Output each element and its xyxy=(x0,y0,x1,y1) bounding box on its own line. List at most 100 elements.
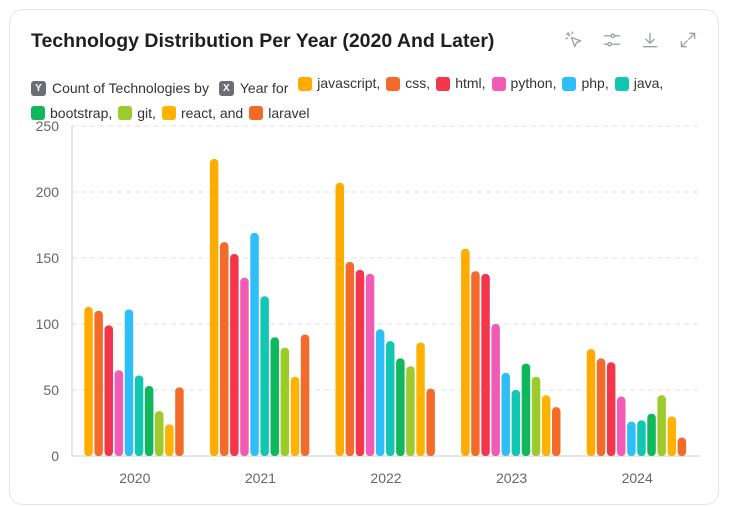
bar-javascript-2023[interactable] xyxy=(461,248,470,456)
bar-laravel-2022[interactable] xyxy=(426,388,435,456)
legend-y-entry: Y Count of Technologies by xyxy=(31,76,209,101)
bar-python-2024[interactable] xyxy=(617,396,626,456)
y-tick-label: 150 xyxy=(36,250,60,266)
bar-html-2023[interactable] xyxy=(481,273,490,456)
legend-swatch xyxy=(614,76,629,91)
bar-php-2022[interactable] xyxy=(375,329,385,456)
bar-java-2022[interactable] xyxy=(386,341,395,456)
legend-swatch xyxy=(491,76,506,91)
x-tick-label: 2023 xyxy=(496,470,527,486)
bar-php-2021[interactable] xyxy=(250,232,259,456)
bar-html-2022[interactable] xyxy=(355,269,365,456)
bar-bootstrap-2023[interactable] xyxy=(521,363,531,456)
y-tick-label: 0 xyxy=(51,448,59,464)
legend-entry[interactable]: javascript, xyxy=(298,71,380,96)
bar-php-2024[interactable] xyxy=(627,421,636,456)
legend-entry[interactable]: html, xyxy=(436,71,486,96)
settings-sliders-icon[interactable] xyxy=(600,28,624,52)
legend-entry[interactable]: react, and xyxy=(161,101,244,126)
legend-swatch xyxy=(436,76,451,91)
bar-bootstrap-2024[interactable] xyxy=(647,413,656,456)
expand-icon[interactable] xyxy=(676,28,700,52)
legend-entry[interactable]: php, xyxy=(562,71,609,96)
legend-y-text: Count of Technologies by xyxy=(52,79,209,96)
bar-javascript-2020[interactable] xyxy=(84,306,93,456)
bar-css-2023[interactable] xyxy=(471,271,480,456)
bar-python-2022[interactable] xyxy=(365,273,375,456)
x-tick-label: 2022 xyxy=(370,470,401,486)
bar-react-2023[interactable] xyxy=(541,395,551,456)
x-tick-label: 2020 xyxy=(119,470,150,486)
legend: Y Count of Technologies by X Year for ja… xyxy=(31,71,701,128)
bar-bootstrap-2021[interactable] xyxy=(270,337,280,456)
legend-label: bootstrap, xyxy=(50,104,113,121)
bar-laravel-2021[interactable] xyxy=(300,334,310,456)
bar-html-2020[interactable] xyxy=(104,325,114,456)
legend-entry[interactable]: git, xyxy=(118,101,156,126)
bar-php-2020[interactable] xyxy=(124,309,134,456)
legend-label: react, and xyxy=(180,104,244,121)
bar-laravel-2020[interactable] xyxy=(175,387,184,456)
legend-entry[interactable]: bootstrap, xyxy=(31,101,112,126)
bar-laravel-2024[interactable] xyxy=(677,437,687,456)
bar-git-2023[interactable] xyxy=(531,376,541,456)
bar-git-2021[interactable] xyxy=(280,347,290,456)
legend-swatch xyxy=(562,76,577,91)
x-axis-badge-icon: X xyxy=(218,80,234,96)
bar-react-2020[interactable] xyxy=(165,424,174,456)
bar-git-2020[interactable] xyxy=(155,411,164,456)
bar-javascript-2022[interactable] xyxy=(335,182,345,456)
bar-java-2023[interactable] xyxy=(511,390,521,456)
download-icon[interactable] xyxy=(638,28,662,52)
bar-python-2021[interactable] xyxy=(240,277,249,456)
legend-swatch xyxy=(31,106,45,120)
bar-css-2021[interactable] xyxy=(220,242,229,456)
legend-label: html, xyxy=(455,75,486,91)
bar-bootstrap-2020[interactable] xyxy=(144,386,154,456)
legend-swatch xyxy=(386,76,401,91)
y-tick-label: 100 xyxy=(36,316,60,332)
bar-php-2023[interactable] xyxy=(501,372,511,456)
legend-entry[interactable]: java, xyxy=(614,71,664,96)
legend-entry[interactable]: css, xyxy=(386,71,430,96)
bar-css-2022[interactable] xyxy=(345,261,355,456)
legend-label: css, xyxy=(405,75,431,91)
bar-git-2022[interactable] xyxy=(406,366,415,456)
bar-react-2021[interactable] xyxy=(290,376,300,456)
legend-swatch xyxy=(298,76,313,91)
legend-swatch xyxy=(249,106,264,120)
y-axis-badge-icon: Y xyxy=(31,80,46,96)
bar-css-2020[interactable] xyxy=(94,310,103,456)
legend-label: python, xyxy=(510,75,557,91)
legend-x-text: Year for xyxy=(239,79,289,96)
bar-react-2022[interactable] xyxy=(416,342,425,456)
bar-css-2024[interactable] xyxy=(596,358,606,456)
bar-git-2024[interactable] xyxy=(657,395,666,456)
legend-swatch xyxy=(161,106,176,120)
chart-toolbar xyxy=(562,28,700,52)
chart-title: Technology Distribution Per Year (2020 A… xyxy=(31,30,495,52)
legend-swatch xyxy=(118,106,133,120)
y-tick-label: 50 xyxy=(43,382,59,398)
bar-java-2021[interactable] xyxy=(260,296,269,456)
bar-react-2024[interactable] xyxy=(667,416,677,456)
bar-python-2023[interactable] xyxy=(491,324,500,456)
bar-html-2024[interactable] xyxy=(606,362,616,456)
bar-java-2020[interactable] xyxy=(134,375,144,456)
bar-html-2021[interactable] xyxy=(230,254,239,456)
legend-label: java, xyxy=(633,75,664,91)
select-icon[interactable] xyxy=(562,28,586,52)
legend-entry[interactable]: python, xyxy=(491,71,557,96)
legend-entry[interactable]: laravel xyxy=(249,101,309,126)
bar-laravel-2023[interactable] xyxy=(552,407,561,456)
bar-bootstrap-2022[interactable] xyxy=(396,358,405,456)
bar-javascript-2024[interactable] xyxy=(586,349,596,456)
y-tick-label: 200 xyxy=(36,184,60,200)
x-tick-label: 2024 xyxy=(622,470,653,486)
y-tick-label: 250 xyxy=(36,118,60,134)
bar-javascript-2021[interactable] xyxy=(209,159,219,456)
legend-x-entry: X Year for xyxy=(218,76,289,101)
bar-python-2020[interactable] xyxy=(114,370,124,456)
bar-java-2024[interactable] xyxy=(637,420,646,456)
